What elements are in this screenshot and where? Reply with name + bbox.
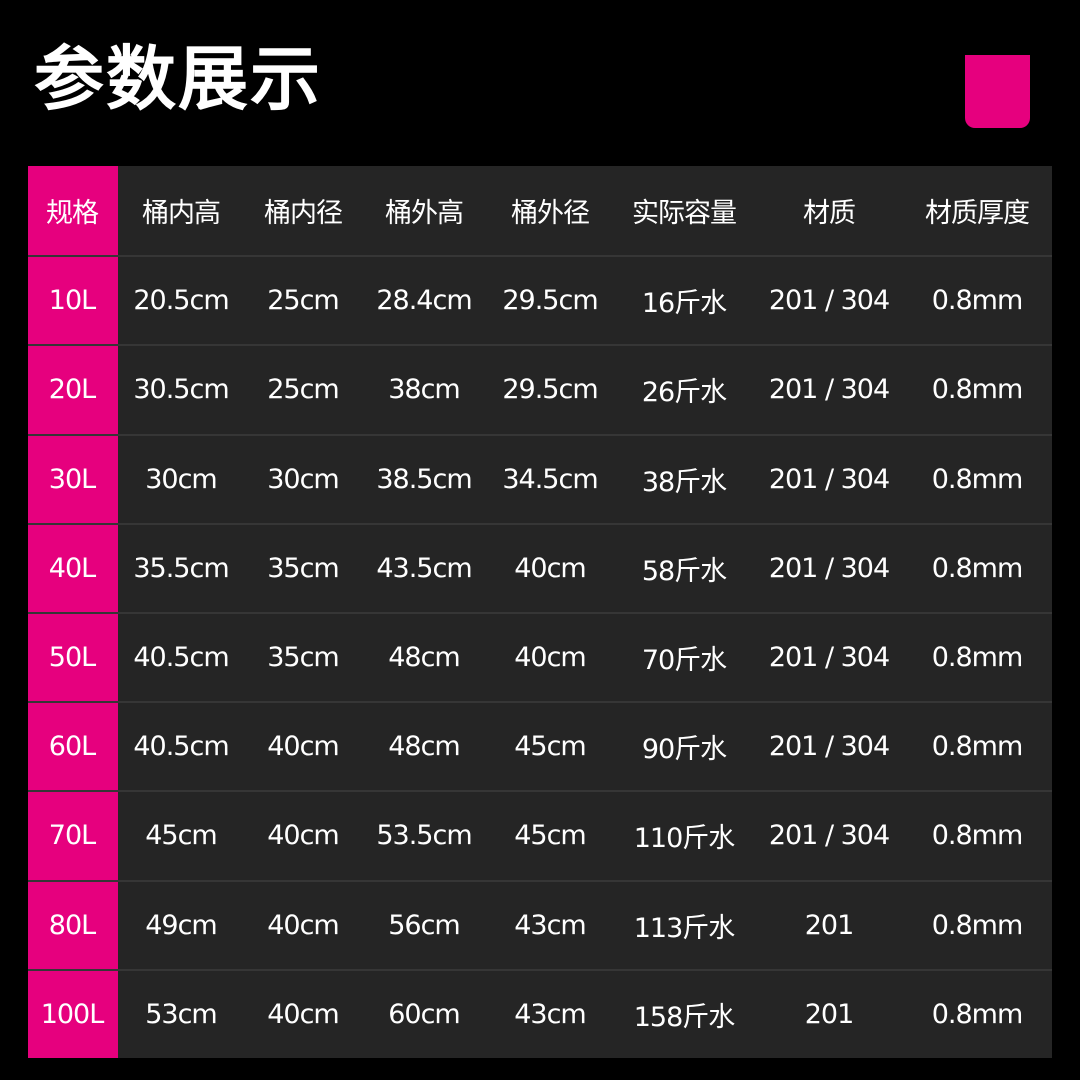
table-cell: 28.4cm <box>376 285 472 317</box>
spec-cell: 30L <box>48 463 96 495</box>
table-cell: 40cm <box>514 552 587 584</box>
table-cell: 110斤水 <box>633 823 736 855</box>
table-cell: 43cm <box>514 998 587 1030</box>
table-cell: 30.5cm <box>133 374 229 406</box>
table-cell: 0.8mm <box>931 820 1024 852</box>
table-cell: 38.5cm <box>376 463 472 495</box>
table-cell: 45cm <box>514 731 587 763</box>
table-cell: 49cm <box>145 909 218 941</box>
table-cell: 26斤水 <box>641 377 727 409</box>
table-row: 50L 40.5cm 35cm 48cm 40cm 70斤水 201 / 304 0.8mm <box>28 612 1052 701</box>
table-cell: 29.5cm <box>502 285 598 317</box>
table-cell: 35.5cm <box>133 552 229 584</box>
table-cell: 58斤水 <box>641 555 727 587</box>
table-cell: 40.5cm <box>133 731 229 763</box>
table-cell: 30cm <box>145 463 218 495</box>
table-cell: 实际容量 <box>632 198 737 230</box>
table-cell: 201 / 304 <box>768 552 890 584</box>
table-cell: 45cm <box>145 820 218 852</box>
spec-cell: 80L <box>48 909 96 941</box>
table-cell: 桶外径 <box>511 198 590 230</box>
table-cell: 40.5cm <box>133 642 229 674</box>
accent-tag <box>965 55 1030 128</box>
table-cell: 20.5cm <box>133 285 229 317</box>
table-cell: 201 <box>804 998 855 1030</box>
table-cell: 0.8mm <box>931 552 1024 584</box>
table-cell: 25cm <box>267 285 340 317</box>
table-cell: 70斤水 <box>641 645 727 677</box>
table-cell: 38斤水 <box>641 466 727 498</box>
table-cell: 桶内高 <box>142 198 221 230</box>
table-cell: 40cm <box>267 820 340 852</box>
table-cell: 43cm <box>514 909 587 941</box>
table-cell: 38cm <box>388 374 461 406</box>
spec-cell: 10L <box>48 285 96 317</box>
table-row: 80L 49cm 40cm 56cm 43cm 113斤水 201 0.8mm <box>28 879 1052 969</box>
table-cell: 201 / 304 <box>768 463 890 495</box>
table-cell: 30cm <box>267 463 340 495</box>
table-cell: 材质厚度 <box>925 198 1030 230</box>
table-cell: 0.8mm <box>931 998 1024 1030</box>
table-row: 30L 30cm 30cm 38.5cm 34.5cm 38斤水 201 / 304 0.8m… <box>28 433 1052 523</box>
spec-cell: 规格 <box>46 198 99 230</box>
table-cell: 34.5cm <box>502 463 598 495</box>
table-cell: 48cm <box>388 731 461 763</box>
table-cell: 35cm <box>267 552 340 584</box>
table-cell: 48cm <box>388 642 461 674</box>
table-cell: 56cm <box>388 909 461 941</box>
table-cell: 45cm <box>514 820 587 852</box>
table-cell: 90斤水 <box>641 734 727 766</box>
table-cell: 桶内径 <box>264 198 343 230</box>
table-cell: 201 / 304 <box>768 374 890 406</box>
table-cell: 201 / 304 <box>768 731 890 763</box>
spec-table: 规格 桶内高 桶内径 桶外高 桶外径 实际容量 材质 材质厚度 10L 20.5cm 25cm 28.… <box>28 166 1052 1058</box>
table-cell: 0.8mm <box>931 374 1024 406</box>
table-cell: 40cm <box>514 642 587 674</box>
table-cell: 40cm <box>267 909 340 941</box>
table-cell: 40cm <box>267 998 340 1030</box>
spec-cell: 40L <box>48 552 96 584</box>
table-row: 10L 20.5cm 25cm 28.4cm 29.5cm 16斤水 201 / 304 0.… <box>28 255 1052 344</box>
table-cell: 40cm <box>267 731 340 763</box>
table-cell: 60cm <box>388 998 461 1030</box>
spec-cell: 20L <box>48 374 96 406</box>
table-row: 60L 40.5cm 40cm 48cm 45cm 90斤水 201 / 304 0.8mm <box>28 701 1052 790</box>
table-cell: 113斤水 <box>633 912 736 944</box>
table-cell: 201 / 304 <box>768 642 890 674</box>
table-cell: 35cm <box>267 642 340 674</box>
spec-cell: 50L <box>48 642 96 674</box>
spec-cell: 60L <box>48 731 96 763</box>
table-cell: 29.5cm <box>502 374 598 406</box>
table-cell: 0.8mm <box>931 909 1024 941</box>
table-cell: 0.8mm <box>931 463 1024 495</box>
table-cell: 158斤水 <box>633 1001 736 1033</box>
table-cell: 0.8mm <box>931 642 1024 674</box>
table-cell: 201 <box>804 909 855 941</box>
table-cell: 201 / 304 <box>768 285 890 317</box>
table-cell: 43.5cm <box>376 552 472 584</box>
table-row: 100L 53cm 40cm 60cm 43cm 158斤水 201 0.8mm <box>28 968 1052 1058</box>
table-cell: 桶外高 <box>385 198 464 230</box>
table-cell: 0.8mm <box>931 731 1024 763</box>
table-cell: 材质 <box>803 198 856 230</box>
table-row: 20L 30.5cm 25cm 38cm 29.5cm 26斤水 201 / 304 0.8m… <box>28 344 1052 433</box>
table-cell: 0.8mm <box>931 285 1024 317</box>
table-header-row: 规格 桶内高 桶内径 桶外高 桶外径 实际容量 材质 材质厚度 <box>28 166 1052 255</box>
table-cell: 53.5cm <box>376 820 472 852</box>
table-cell: 16斤水 <box>641 288 727 320</box>
table-cell: 25cm <box>267 374 340 406</box>
table-row: 40L 35.5cm 35cm 43.5cm 40cm 58斤水 201 / 304 0.8m… <box>28 522 1052 612</box>
page-title: 参数展示 <box>34 38 322 120</box>
spec-cell: 100L <box>40 998 105 1030</box>
table-row: 70L 45cm 40cm 53.5cm 45cm 110斤水 201 / 304 0.8mm <box>28 790 1052 879</box>
table-cell: 53cm <box>145 998 218 1030</box>
spec-cell: 70L <box>48 820 96 852</box>
table-cell: 201 / 304 <box>768 820 890 852</box>
